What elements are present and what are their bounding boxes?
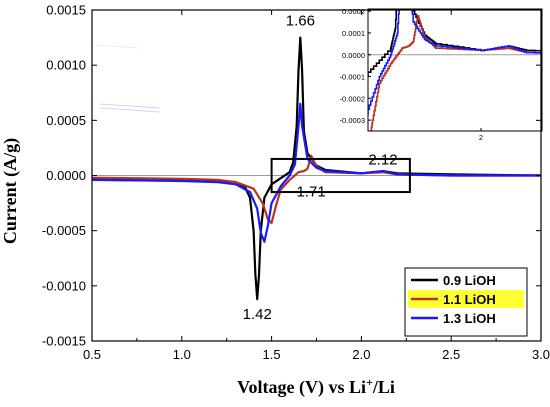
- y-axis-label: Current (A/g): [0, 138, 21, 244]
- inset-y-tick-label: -0.0002: [340, 94, 365, 103]
- y-tick-label: 0.0010: [46, 58, 86, 73]
- x-axis-label-tail: /Li: [372, 377, 395, 397]
- legend-label: 1.3 LiOH: [443, 311, 496, 326]
- inset-frame: [367, 8, 543, 132]
- x-tick-label: 0.5: [83, 347, 101, 362]
- inset-plot: 0.0002 0.0001 0.0000 -0.0001 -0.0002 -0.0003 2: [340, 7, 543, 142]
- y-tick-label: 0.0005: [46, 113, 86, 128]
- x-tick-label: 1.0: [173, 347, 191, 362]
- inset-y-tick-label: -0.0001: [340, 73, 365, 82]
- y-tick-label: -0.0010: [42, 278, 86, 293]
- inset-y-tick-label: -0.0003: [340, 116, 365, 125]
- inset-series-line-3: [368, 9, 542, 121]
- inset-y-tick-label: 0.0000: [342, 51, 365, 60]
- plot-area: [91, 36, 542, 301]
- y-tick-label: -0.0015: [42, 334, 86, 349]
- inset-y-tick-label: 0.0002: [342, 7, 365, 16]
- legend: 0.9 LiOH 1.1 LiOH 1.3 LiOH: [404, 267, 528, 337]
- peak-annotation: 1.71: [297, 183, 326, 200]
- inset-y-tick-label: 0.0001: [342, 29, 365, 38]
- background-artifacts: [94, 44, 161, 113]
- y-tick-label: -0.0005: [42, 223, 86, 238]
- x-axis-label: Voltage (V) vs Li+/Li: [237, 375, 395, 398]
- x-axis-label-sup: +: [366, 375, 373, 389]
- y-tick-label: 0.0000: [46, 168, 86, 183]
- axes: 0.5 1.0 1.5 2.0 2.5 3.0 0.0015 0.0010 0.0005 0.00…: [42, 3, 550, 363]
- peak-annotation: 2.12: [368, 151, 397, 168]
- peak-annotation: 1.42: [243, 306, 272, 323]
- series-line-3: [91, 102, 541, 243]
- inset-x-tick-label: 2: [479, 133, 483, 142]
- zoom-box: [270, 157, 411, 194]
- x-tick-label: 1.5: [263, 347, 281, 362]
- annotations: 1.66 2.12 1.71 1.42: [243, 12, 398, 322]
- x-tick-label: 2.5: [442, 347, 460, 362]
- legend-highlight: [408, 290, 524, 308]
- x-axis-label-main: Voltage (V) vs Li: [237, 377, 366, 398]
- y-tick-label: 0.0015: [46, 3, 86, 18]
- x-tick-label: 3.0: [532, 347, 550, 362]
- inset-background: [368, 9, 542, 131]
- legend-label: 0.9 LiOH: [443, 273, 496, 288]
- x-tick-label: 2.0: [352, 347, 370, 362]
- peak-annotation: 1.66: [286, 12, 315, 29]
- legend-label: 1.1 LiOH: [443, 292, 496, 307]
